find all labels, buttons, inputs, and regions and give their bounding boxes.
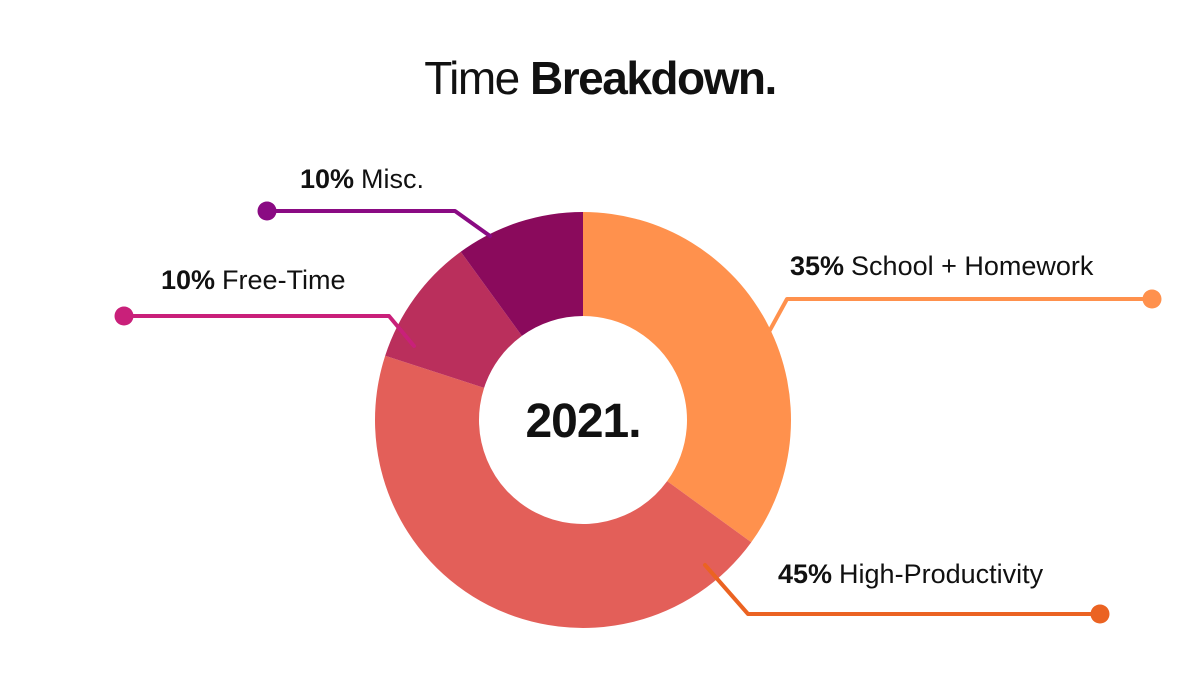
callout-percent-school-homework: 35% [790, 251, 844, 281]
callout-category-school-homework: School + Homework [851, 251, 1094, 281]
chart-title-bold: Breakdown. [530, 52, 777, 104]
callout-percent-free-time: 10% [161, 265, 215, 295]
callout-percent-misc: 10% [300, 164, 354, 194]
center-label: 2021. [525, 395, 640, 448]
callout-label-school-homework: 35% School + Homework [790, 251, 1094, 281]
slice-school-homework [583, 212, 791, 543]
slice-free-time [385, 251, 522, 388]
chart-title-light: Time [424, 52, 520, 104]
chart-title: Time Breakdown. [0, 50, 1200, 106]
leader-dot-free-time [114, 306, 134, 326]
leader-line-misc [265, 209, 492, 238]
callout-category-misc: Misc. [361, 164, 424, 194]
leader-line-free-time [122, 314, 416, 348]
callout-label-misc: 10% Misc. [300, 164, 424, 194]
leader-line-high-productivity [703, 563, 1102, 616]
callout-label-high-productivity: 45% High-Productivity [778, 559, 1044, 589]
slice-misc [460, 212, 583, 336]
slice-high-productivity [375, 355, 752, 628]
callout-percent-high-productivity: 45% [778, 559, 832, 589]
leader-dot-school-homework [1142, 289, 1162, 309]
callout-label-free-time: 10% Free-Time [161, 265, 346, 295]
leader-line-school-homework [768, 297, 1154, 332]
leader-dot-high-productivity [1090, 604, 1110, 624]
callout-category-free-time: Free-Time [222, 265, 346, 295]
callout-category-high-productivity: High-Productivity [839, 559, 1044, 589]
leader-dot-misc [257, 201, 277, 221]
